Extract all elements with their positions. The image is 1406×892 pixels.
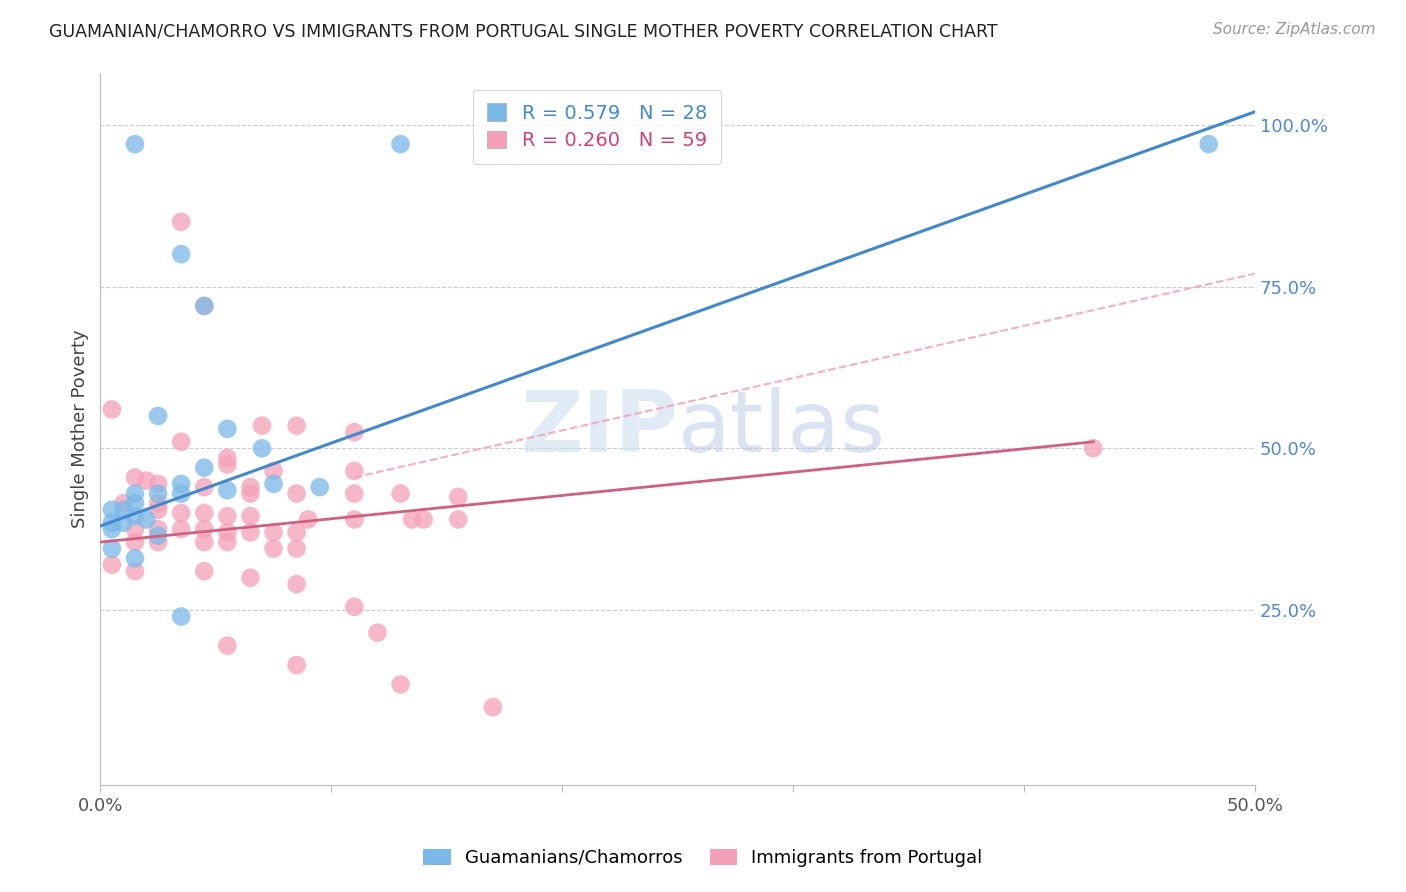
Point <box>146 486 169 500</box>
Point <box>193 522 215 536</box>
Point <box>101 541 124 556</box>
Text: atlas: atlas <box>678 387 886 470</box>
Point <box>217 639 239 653</box>
Point <box>146 522 169 536</box>
Point <box>263 541 285 556</box>
Point <box>112 502 135 516</box>
Point <box>217 525 239 540</box>
Point <box>124 564 146 578</box>
Point <box>124 551 146 566</box>
Point <box>343 512 366 526</box>
Point <box>308 480 330 494</box>
Point <box>170 247 193 261</box>
Point <box>217 483 239 498</box>
Y-axis label: Single Mother Poverty: Single Mother Poverty <box>72 329 89 528</box>
Point <box>389 486 412 500</box>
Point <box>135 512 157 526</box>
Point <box>170 609 193 624</box>
Point <box>447 512 470 526</box>
Point <box>124 486 146 500</box>
Point <box>170 434 193 449</box>
Point <box>146 528 169 542</box>
Point <box>482 700 505 714</box>
Point <box>412 512 434 526</box>
Point <box>285 541 308 556</box>
Point <box>124 496 146 510</box>
Point <box>101 516 124 530</box>
Point <box>124 137 146 152</box>
Point <box>217 458 239 472</box>
Point <box>343 425 366 439</box>
Point <box>297 512 319 526</box>
Point <box>217 535 239 549</box>
Point <box>101 522 124 536</box>
Point <box>112 496 135 510</box>
Point <box>124 535 146 549</box>
Point <box>285 486 308 500</box>
Point <box>239 525 262 540</box>
Point <box>285 577 308 591</box>
Point <box>217 450 239 465</box>
Point <box>389 137 412 152</box>
Point <box>170 476 193 491</box>
Point <box>170 522 193 536</box>
Point <box>124 522 146 536</box>
Point <box>146 496 169 510</box>
Point <box>193 480 215 494</box>
Point <box>285 418 308 433</box>
Point <box>193 460 215 475</box>
Point <box>193 299 215 313</box>
Point <box>401 512 423 526</box>
Point <box>193 299 215 313</box>
Point <box>250 418 273 433</box>
Point <box>239 480 262 494</box>
Point <box>217 422 239 436</box>
Point <box>124 470 146 484</box>
Point <box>146 535 169 549</box>
Point <box>146 476 169 491</box>
Point <box>343 464 366 478</box>
Point <box>146 409 169 423</box>
Legend: R = 0.579   N = 28, R = 0.260   N = 59: R = 0.579 N = 28, R = 0.260 N = 59 <box>472 90 720 163</box>
Text: ZIP: ZIP <box>520 387 678 470</box>
Point <box>170 506 193 520</box>
Point <box>170 215 193 229</box>
Point <box>285 658 308 673</box>
Point <box>250 442 273 456</box>
Point <box>101 502 124 516</box>
Point <box>343 599 366 614</box>
Point <box>217 509 239 524</box>
Legend: Guamanians/Chamorros, Immigrants from Portugal: Guamanians/Chamorros, Immigrants from Po… <box>416 841 990 874</box>
Point <box>389 677 412 691</box>
Point <box>239 571 262 585</box>
Point <box>135 474 157 488</box>
Point <box>285 525 308 540</box>
Point <box>239 509 262 524</box>
Text: GUAMANIAN/CHAMORRO VS IMMIGRANTS FROM PORTUGAL SINGLE MOTHER POVERTY CORRELATION: GUAMANIAN/CHAMORRO VS IMMIGRANTS FROM PO… <box>49 22 998 40</box>
Point <box>124 509 146 524</box>
Point <box>239 486 262 500</box>
Point <box>447 490 470 504</box>
Point <box>366 625 388 640</box>
Point <box>263 476 285 491</box>
Text: Source: ZipAtlas.com: Source: ZipAtlas.com <box>1212 22 1375 37</box>
Point <box>193 506 215 520</box>
Point <box>263 464 285 478</box>
Point <box>101 402 124 417</box>
Point <box>193 564 215 578</box>
Point <box>101 558 124 572</box>
Point <box>1198 137 1220 152</box>
Point <box>1083 442 1105 456</box>
Point <box>343 486 366 500</box>
Point <box>170 486 193 500</box>
Point <box>263 525 285 540</box>
Point <box>193 535 215 549</box>
Point <box>112 516 135 530</box>
Point <box>146 502 169 516</box>
